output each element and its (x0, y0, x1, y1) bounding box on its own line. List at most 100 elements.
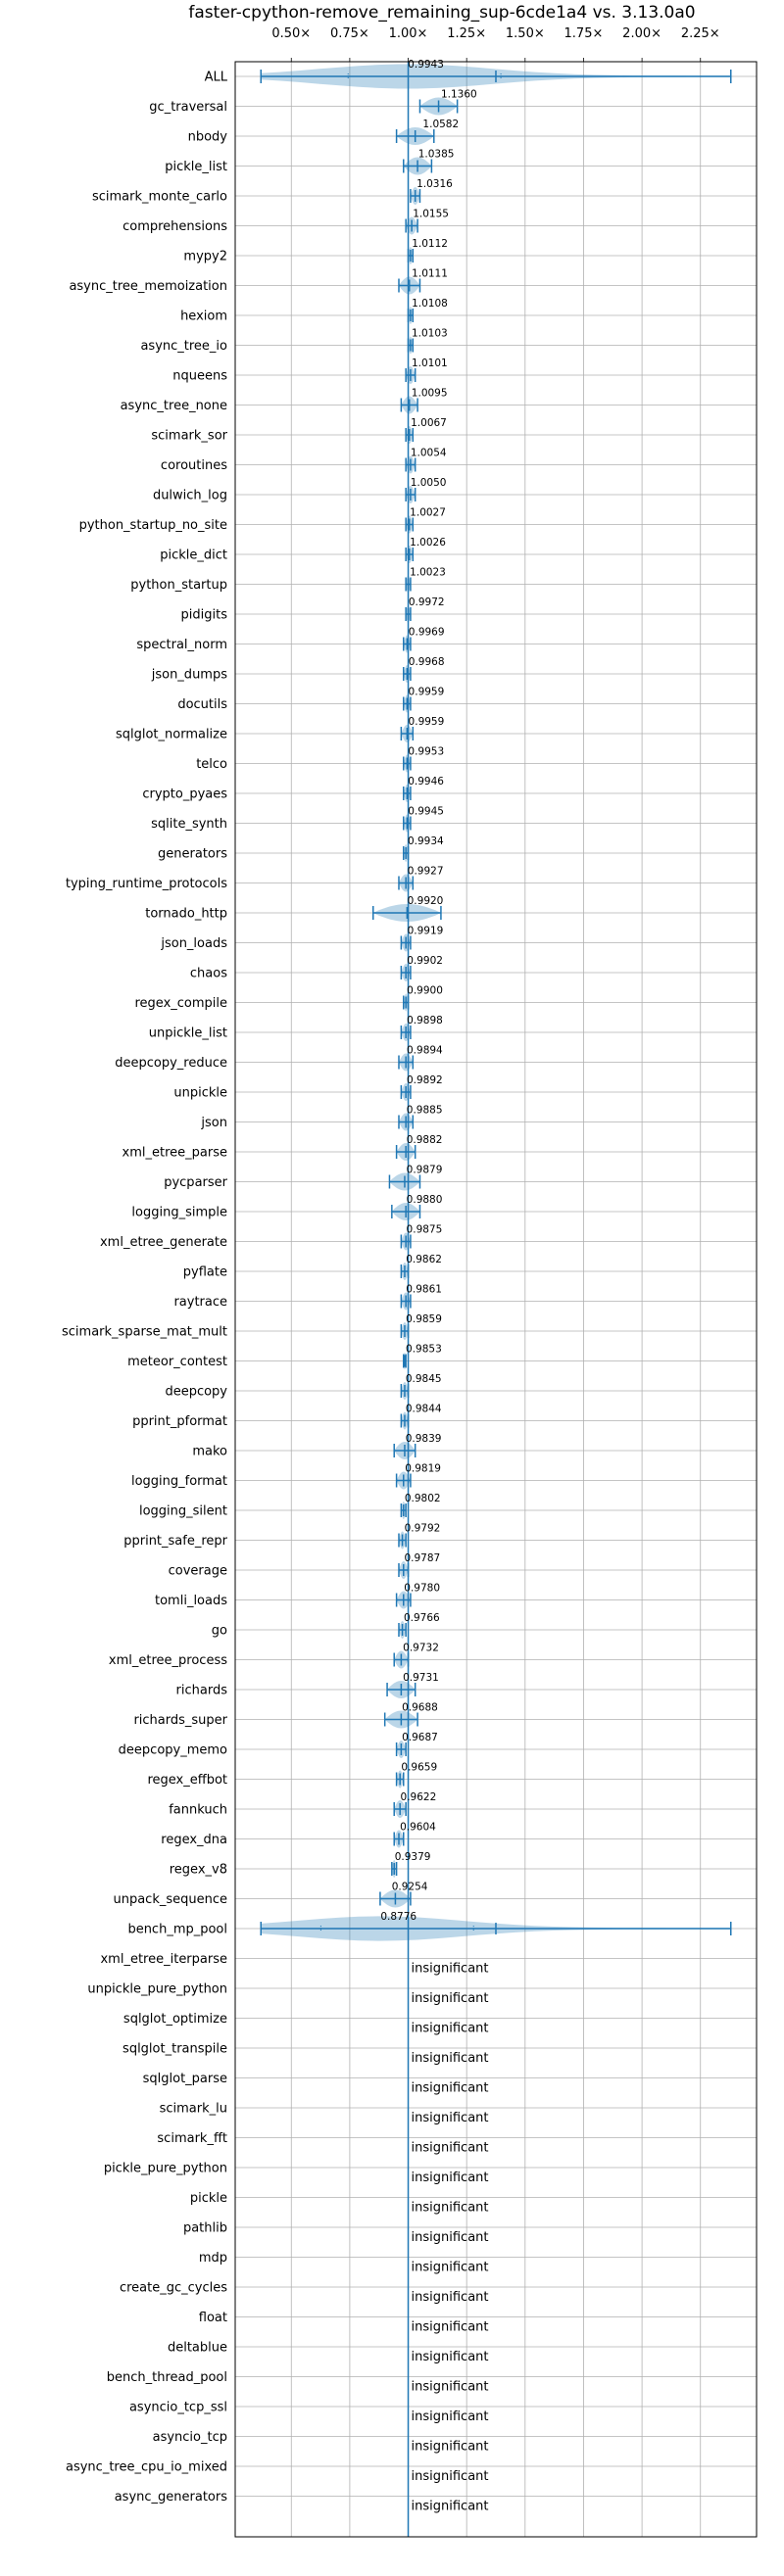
insignificant-label: insignificant (412, 2022, 489, 2036)
benchmark-label: coverage (169, 1564, 227, 1579)
value-label: 1.0108 (412, 298, 448, 310)
benchmark-label: regex_compile (134, 996, 227, 1011)
x-tick-label: 1.50× (506, 26, 545, 41)
insignificant-label: insignificant (412, 2141, 489, 2156)
benchmark-label: tornado_http (145, 907, 227, 922)
value-label: 1.0111 (412, 268, 448, 280)
value-label: 0.9919 (408, 926, 444, 937)
violin-series (260, 64, 732, 1941)
benchmark-label: pickle (190, 2191, 227, 2206)
value-label: 0.9945 (408, 806, 444, 818)
benchmark-label: typing_runtime_protocols (66, 877, 227, 891)
benchmark-label: pathlib (183, 2221, 227, 2236)
benchmark-label: telco (196, 757, 227, 772)
benchmark-label: fannkuch (169, 1803, 227, 1818)
value-label: 0.9839 (406, 1433, 442, 1445)
benchmark-label: asyncio_tcp_ssl (129, 2401, 227, 2415)
benchmark-label: sqlglot_optimize (123, 2012, 227, 2027)
value-label: 0.9927 (408, 866, 444, 878)
value-label: 1.0155 (413, 209, 449, 220)
insignificant-label: insignificant (412, 2111, 489, 2125)
benchmark-label: scimark_sor (151, 429, 227, 444)
value-label: 0.9845 (406, 1373, 442, 1385)
value-label: 0.9959 (409, 687, 445, 698)
value-label: 1.0112 (412, 238, 448, 250)
value-label: 1.0095 (412, 388, 448, 400)
benchmark-label: logging_silent (139, 1504, 227, 1519)
value-label: 0.9972 (409, 596, 445, 608)
value-label: 0.9902 (407, 955, 443, 967)
benchmark-label: async_generators (115, 2490, 228, 2504)
benchmark-label: deepcopy_memo (119, 1743, 227, 1758)
benchmark-label: mako (192, 1445, 227, 1459)
benchmark-label: logging_simple (131, 1206, 227, 1220)
value-label: 1.0316 (416, 178, 453, 190)
value-label: 0.9859 (406, 1313, 442, 1325)
benchmark-label: nqueens (172, 369, 227, 384)
benchmark-label: asyncio_tcp (153, 2430, 227, 2445)
benchmark-label: dulwich_log (153, 489, 227, 503)
value-label: 0.9920 (408, 895, 444, 907)
value-label: 1.0023 (410, 567, 446, 579)
insignificant-label: insignificant (412, 2230, 489, 2245)
benchmark-label: bench_thread_pool (107, 2370, 227, 2385)
value-label: 0.9604 (400, 1822, 436, 1834)
benchmark-label: hexiom (180, 310, 227, 324)
value-label: 0.9968 (409, 656, 445, 668)
benchmark-label: xml_etree_parse (122, 1146, 227, 1161)
benchmark-label: tomli_loads (155, 1594, 227, 1608)
plot-frame (234, 61, 758, 2538)
insignificant-label: insignificant (412, 2290, 489, 2305)
grid-lines (235, 62, 757, 2537)
insignificant-label: insignificant (412, 2171, 489, 2185)
value-label: 0.9959 (409, 716, 445, 728)
benchmark-label: sqlglot_transpile (122, 2042, 227, 2057)
benchmark-label: docutils (177, 697, 227, 712)
value-label: 0.9688 (402, 1702, 438, 1714)
benchmark-label: sqlglot_normalize (116, 728, 227, 742)
insignificant-label: insignificant (412, 2201, 489, 2216)
benchmark-label: json_dumps (151, 668, 227, 683)
insignificant-label: insignificant (412, 2081, 489, 2096)
benchmark-label: async_tree_memoization (69, 279, 227, 294)
value-label: 1.0027 (410, 507, 446, 519)
x-tick-label: 1.75× (564, 26, 604, 41)
value-label: 0.9894 (407, 1045, 443, 1057)
benchmark-label: unpickle_list (149, 1026, 227, 1041)
benchmark-label: sqlite_synth (151, 817, 227, 832)
benchmark-label: deepcopy_reduce (115, 1056, 227, 1071)
value-label: 0.9880 (407, 1194, 443, 1206)
benchmark-label: deepcopy (165, 1385, 227, 1400)
value-label: 0.9875 (407, 1224, 443, 1236)
benchmark-label: nbody (188, 130, 228, 145)
value-label: 0.9254 (392, 1882, 428, 1893)
benchmark-label: create_gc_cycles (120, 2281, 227, 2296)
benchmark-label: pycparser (164, 1175, 227, 1190)
benchmark-label: generators (158, 847, 227, 862)
benchmark-label: ALL (205, 71, 228, 85)
benchmark-label: gc_traversal (149, 100, 227, 115)
value-label: 1.1360 (441, 89, 477, 101)
benchmark-label: comprehensions (122, 219, 227, 234)
value-label: 0.9943 (408, 59, 444, 71)
benchmark-label: pprint_safe_repr (123, 1534, 227, 1549)
benchmark-label: scimark_fft (157, 2131, 227, 2146)
value-label: 0.9900 (407, 985, 443, 997)
benchmark-label: xml_etree_iterparse (100, 1952, 227, 1967)
insignificant-label: insignificant (412, 2469, 489, 2484)
x-axis-ticks: 0.50× 0.75× 1.00× 1.25× 1.50× 1.75× 2.00× 2.25× (271, 26, 720, 62)
benchmark-label: xml_etree_process (109, 1653, 227, 1668)
value-label: 0.9802 (405, 1493, 441, 1504)
benchmark-labels: ALL 0.9943 gc_traversal 1.1360 nbody 1.0582 pi… (62, 59, 489, 2514)
value-label: 0.9792 (405, 1523, 441, 1535)
value-label: 0.9844 (406, 1404, 442, 1415)
benchmark-label: unpickle (173, 1086, 227, 1101)
benchmark-label: bench_mp_pool (127, 1923, 227, 1937)
benchmark-label: async_tree_io (140, 339, 227, 354)
benchmark-label: python_startup (130, 578, 227, 593)
insignificant-label: insignificant (412, 2350, 489, 2364)
value-label: 0.9687 (402, 1732, 438, 1743)
benchmark-label: richards (176, 1684, 228, 1698)
benchmark-label: regex_effbot (147, 1773, 227, 1788)
